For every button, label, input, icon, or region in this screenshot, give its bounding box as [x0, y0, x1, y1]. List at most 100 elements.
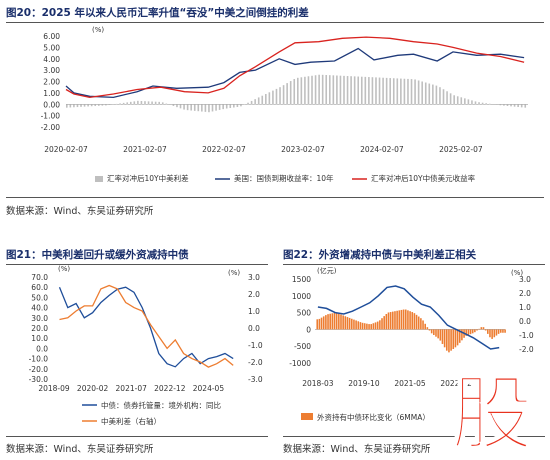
fig22-bar: [335, 312, 338, 330]
fig20-spread-bar: [83, 104, 86, 107]
fig22-left-tick: 500: [297, 309, 312, 318]
fig20-spread-bar: [250, 100, 253, 105]
fig20-ytick-label: -2.00: [41, 123, 61, 132]
fig20-chart: (%) 6.00 5.00 4.00 3.00 2.00 1.00 0.00 -1.00 -2.0…: [41, 26, 528, 183]
fig22-bar: [448, 329, 450, 353]
fig22-bar: [497, 329, 500, 334]
fig20-spread-bar: [353, 76, 356, 105]
fig20-spread-bar: [222, 104, 224, 110]
fig20-spread-bar: [375, 77, 377, 105]
fig22-bar: [346, 317, 349, 330]
fig20-spread-bar: [193, 104, 196, 111]
fig20-spread-bar: [137, 100, 139, 105]
svg-text:股: 股: [451, 367, 533, 460]
fig20-spread-bar: [197, 104, 200, 112]
fig20-spread-bar: [211, 104, 214, 112]
fig21-chart: (%) (%)70.060.050.040.030.020.010.00.0-10…: [29, 265, 263, 426]
fig21-legend-label: 中美利差（右轴）: [101, 416, 161, 426]
fig22-xtick-label: 2018-03: [302, 379, 334, 388]
fig22-bar: [474, 329, 476, 333]
fig20-spread-bar: [289, 81, 292, 105]
fig22-bar: [361, 322, 364, 330]
fig20-spread-bar: [179, 104, 182, 109]
fig20-spread-bar: [186, 104, 189, 111]
watermark-logo-icon: 股: [450, 366, 534, 460]
fig22-bar: [489, 329, 491, 338]
fig22-bar: [392, 311, 394, 330]
fig20-spread-bar: [73, 104, 75, 108]
fig20-top-rule: [6, 22, 544, 23]
fig20-spread-bar: [414, 79, 416, 105]
fig20-spread-bar: [332, 75, 335, 105]
fig20-spread-bar: [503, 104, 505, 106]
fig20-spread-bar: [403, 78, 406, 105]
fig22-bar: [491, 329, 493, 339]
fig20-spread-bar: [321, 74, 324, 105]
fig20-spread-bar: [314, 75, 317, 105]
fig20-spread-bar: [169, 104, 171, 105]
fig20-spread-bar: [453, 95, 455, 105]
fig20-spread-bar: [133, 101, 136, 105]
fig20-spread-bar: [385, 77, 388, 105]
fig22-left-tick: 0: [306, 325, 311, 334]
fig20-series-line: [65, 47, 525, 99]
fig20-bottom-rule: [6, 197, 544, 198]
fig22-left-tick: 1000: [292, 292, 311, 301]
fig22-bar: [467, 329, 470, 335]
fig22-bar: [454, 329, 457, 348]
fig20-spread-bar: [268, 92, 271, 105]
fig21-xtick-label: 2018-09: [38, 384, 70, 393]
fig22-bar: [385, 314, 388, 330]
fig22-bar: [363, 323, 366, 330]
fig22-legend-swatch: [301, 413, 313, 420]
fig20-spread-bar: [318, 74, 320, 105]
fig20-unit-label: (%): [92, 26, 104, 34]
fig22-bar: [493, 329, 496, 338]
fig22-bar: [331, 313, 334, 330]
fig20-spread-bar: [389, 78, 391, 105]
fig20-spread-bar: [467, 99, 470, 105]
fig22-bar: [471, 329, 474, 334]
fig22-bar: [411, 312, 414, 330]
fig20-spread-bar: [69, 104, 72, 108]
fig20-spread-bar: [286, 83, 288, 105]
fig21-xtick-label: 2022-12: [154, 384, 186, 393]
fig22-bar: [504, 329, 506, 333]
fig22-bar: [320, 317, 323, 330]
fig20-spread-bar: [481, 102, 484, 105]
fig20-spread-bar: [158, 101, 160, 105]
fig22-bar: [452, 329, 455, 349]
fig20-spread-bar: [225, 104, 228, 109]
fig20-source: 数据来源：Wind、东吴证券研究所: [6, 206, 154, 217]
fig22-bar: [487, 329, 489, 334]
fig20-spread-bar: [350, 76, 352, 105]
fig22-bar: [387, 312, 390, 330]
fig22-bar: [359, 322, 362, 330]
fig20-spread-bar: [325, 74, 328, 105]
fig22-bar: [478, 328, 480, 330]
fig20-spread-bar: [421, 81, 423, 105]
fig22-bar: [383, 316, 385, 330]
fig20-spread-bar: [247, 102, 249, 105]
fig20-spread-bar: [435, 85, 438, 105]
fig21-right-tick: 3.0: [248, 273, 260, 282]
fig20-ytick-label: 6.00: [43, 32, 60, 41]
fig22-bar: [357, 321, 360, 330]
fig20-spread-bar: [272, 90, 274, 105]
fig20-xtick-label: 2024-02-07: [360, 145, 404, 154]
fig22-bar: [420, 318, 422, 330]
fig22-bar: [443, 329, 446, 348]
fig20-spread-bar: [80, 104, 82, 107]
fig20-spread-bar: [368, 77, 370, 105]
fig22-xtick-label: 2022-12: [440, 379, 472, 388]
fig20-spread-bar: [229, 104, 232, 109]
fig21-left-tick: 50.0: [31, 293, 48, 302]
fig22-bar: [417, 316, 420, 330]
fig20-spread-bar: [87, 104, 89, 107]
fig21-caption: 图21：中美利差回升或缓外资减持中债: [6, 249, 189, 261]
fig22-bar: [458, 329, 461, 343]
fig22-bar: [374, 322, 377, 330]
fig20-spread-bar: [254, 99, 256, 105]
fig20-spread-bar: [513, 104, 516, 107]
fig20-spread-bar: [442, 89, 445, 105]
